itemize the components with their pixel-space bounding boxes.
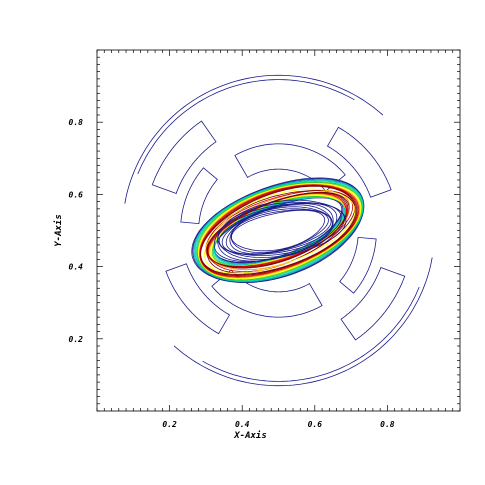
x-tick-label: 0.4 <box>235 420 250 429</box>
contour-side-lobe <box>180 167 218 225</box>
contour-ring-outer <box>197 182 363 281</box>
contour-outer-arc <box>137 79 355 175</box>
contour-ring-interior <box>225 206 333 255</box>
contour-ring-outer <box>191 177 365 283</box>
contour-side-lobe <box>326 126 392 198</box>
contour-ring-interior <box>229 208 332 255</box>
y-tick-label: 0.4 <box>69 263 84 272</box>
y-tick-labels: 0.2 0.4 0.6 0.8 <box>69 118 84 344</box>
contour-ring-outer <box>196 181 363 281</box>
contour-side-lobe <box>165 263 231 335</box>
contour-ring-interior <box>217 202 342 260</box>
contour-lines <box>124 74 433 387</box>
contour-ring-core <box>204 188 356 274</box>
y-tick-label: 0.2 <box>69 335 84 344</box>
contour-ring-inner <box>213 196 346 266</box>
contour-ring-inner <box>211 195 347 267</box>
contour-ring-interior <box>230 209 329 253</box>
x-tick-label: 0.6 <box>308 420 323 429</box>
contour-ring-outer <box>195 180 364 282</box>
contour-ring-outer <box>194 180 364 282</box>
contour-outer-arc <box>124 74 384 204</box>
ticks <box>96 49 461 412</box>
contour-side-lobe <box>151 120 217 195</box>
x-tick-label: 0.8 <box>380 420 395 429</box>
contour-ring-inner <box>206 191 350 269</box>
x-tick-label: 0.2 <box>162 420 177 429</box>
contour-ring-outer <box>198 183 361 279</box>
contour-ring-outer <box>193 179 364 283</box>
contour-ring-core <box>206 190 356 274</box>
contour-side-lobe <box>339 236 377 294</box>
contour-ring-inner <box>209 194 347 267</box>
contour-ring-interior <box>221 204 333 255</box>
contour-side-lobe <box>340 266 406 341</box>
x-axis-title: X-Axis <box>233 430 267 441</box>
contour-outer-arc <box>173 257 433 387</box>
contour-ring-outer <box>192 178 364 283</box>
plot-frame <box>96 49 461 412</box>
y-tick-label: 0.6 <box>69 190 84 199</box>
contour-side-lobe <box>234 143 346 192</box>
contour-ring-inner <box>214 197 346 265</box>
y-tick-label: 0.8 <box>69 118 84 127</box>
contour-ring-interior <box>213 199 347 262</box>
contour-ring-outer <box>200 185 357 275</box>
contour-side-lobe <box>211 269 323 318</box>
contour-ring-outer <box>199 184 359 277</box>
contour-outer-arc <box>202 286 420 382</box>
contour-ring-interior <box>217 201 345 262</box>
x-tick-labels: 0.2 0.4 0.6 0.8 <box>162 420 394 429</box>
y-axis-title: Y-Axis <box>53 214 64 247</box>
